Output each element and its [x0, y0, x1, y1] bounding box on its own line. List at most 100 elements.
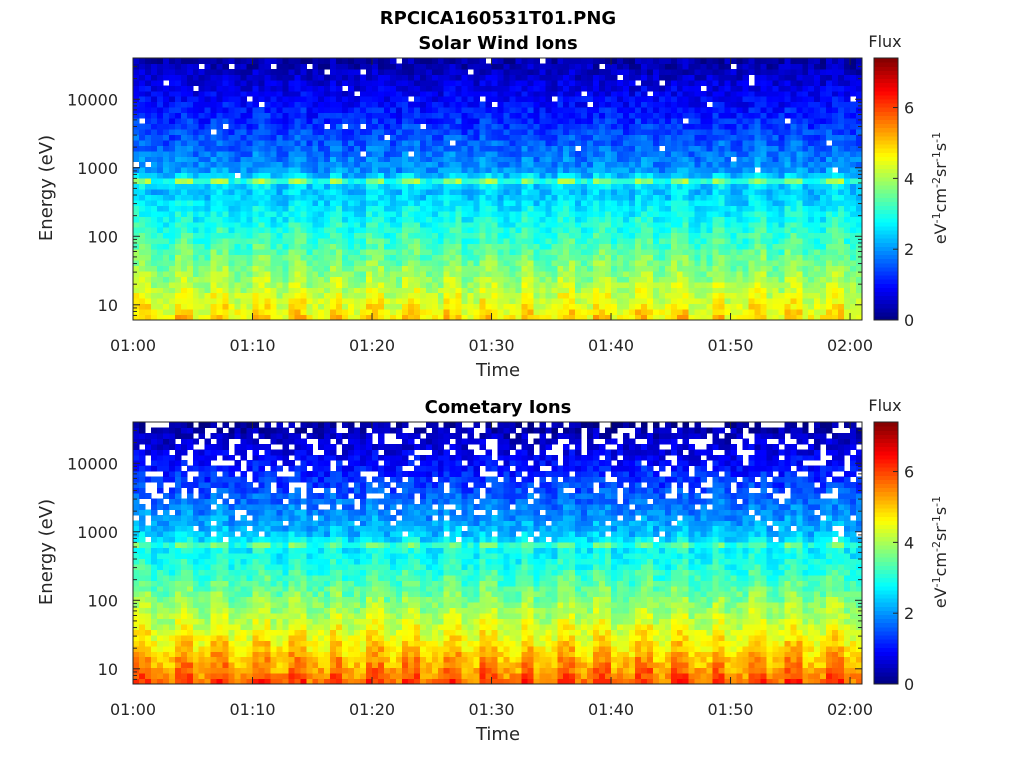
spectrogram-cell	[282, 259, 289, 266]
spectrogram-cell	[354, 276, 361, 283]
spectrogram-cell	[545, 107, 552, 114]
spectrogram-cell	[557, 85, 564, 92]
spectrogram-cell	[533, 101, 540, 108]
spectrogram-cell	[144, 112, 152, 119]
spectrogram-cell	[760, 303, 767, 310]
spectrogram-cell	[270, 74, 277, 81]
spectrogram-cell	[473, 270, 481, 277]
spectrogram-cell	[246, 227, 254, 234]
spectrogram-cell	[736, 276, 743, 283]
spectrogram-cell	[551, 194, 558, 201]
spectrogram-cell	[742, 96, 749, 103]
spectrogram-cell	[593, 259, 600, 266]
spectrogram-cell	[372, 167, 379, 174]
spectrogram-cell	[622, 227, 630, 234]
spectrogram-cell	[611, 107, 618, 114]
spectrogram-cell	[706, 172, 714, 179]
spectrogram-cell	[192, 96, 200, 103]
spectrogram-cell	[712, 183, 720, 190]
spectrogram-cell	[413, 58, 421, 64]
spectrogram-cell	[497, 199, 504, 206]
spectrogram-cell	[395, 156, 403, 163]
spectrogram-cell	[694, 281, 702, 288]
spectrogram-cell	[628, 101, 636, 108]
spectrogram-cell	[156, 68, 164, 75]
spectrogram-cell	[389, 172, 397, 179]
spectrogram-cell	[622, 74, 630, 81]
spectrogram-cell	[664, 74, 672, 81]
spectrogram-cell	[509, 249, 516, 255]
spectrogram-cell	[258, 276, 265, 283]
spectrogram-cell	[342, 156, 349, 163]
spectrogram-cell	[240, 123, 248, 130]
spectrogram-cell	[372, 156, 379, 163]
spectrogram-cell	[563, 249, 570, 255]
spectrogram-cell	[479, 309, 487, 316]
spectrogram-cell	[467, 156, 475, 163]
spectrogram-cell	[407, 292, 415, 299]
spectrogram-cell	[354, 194, 361, 201]
spectrogram-cell	[754, 161, 761, 168]
spectrogram-cell	[617, 128, 624, 135]
spectrogram-cell	[431, 227, 439, 234]
spectrogram-cell	[581, 150, 588, 157]
spectrogram-cell	[431, 79, 439, 86]
spectrogram-cell	[300, 303, 307, 310]
spectrogram-cell	[712, 118, 720, 124]
spectrogram-cell	[348, 259, 355, 266]
spectrogram-cell	[515, 63, 522, 70]
spectrogram-cell	[587, 134, 594, 141]
spectrogram-cell	[312, 63, 319, 70]
spectrogram-cell	[497, 249, 504, 255]
spectrogram-cell	[407, 216, 415, 223]
spectrogram-cell	[449, 156, 457, 163]
spectrogram-cell	[300, 265, 307, 272]
spectrogram-cell	[144, 221, 152, 228]
spectrogram-cell	[407, 287, 415, 294]
spectrogram-cell	[144, 259, 152, 266]
spectrogram-cell	[162, 194, 170, 201]
spectrogram-cell	[467, 210, 475, 217]
spectrogram-cell	[288, 183, 295, 190]
spectrogram-cell	[372, 189, 379, 195]
spectrogram-cell	[270, 292, 277, 299]
spectrogram-cell	[670, 287, 678, 294]
spectrogram-cell	[312, 227, 319, 234]
spectrogram-cell	[413, 249, 421, 255]
spectrogram-cell	[240, 161, 248, 168]
spectrogram-cell	[222, 161, 230, 168]
spectrogram-cell	[455, 298, 463, 305]
spectrogram-cell	[485, 96, 493, 103]
spectrogram-cell	[377, 167, 385, 174]
spectrogram-cell	[515, 221, 522, 228]
spectrogram-cell	[264, 292, 271, 299]
spectrogram-cell	[527, 216, 534, 223]
spectrogram-cell	[718, 254, 726, 261]
spectrogram-cell	[246, 249, 254, 255]
spectrogram-cell	[198, 276, 206, 283]
spectrogram-cell	[688, 58, 696, 64]
spectrogram-cell	[473, 161, 481, 168]
spectrogram-cell	[449, 270, 457, 277]
spectrogram-cell	[228, 107, 236, 114]
spectrogram-cell	[425, 118, 433, 124]
spectrogram-cell	[389, 265, 397, 272]
spectrogram-cell	[198, 123, 206, 130]
spectrogram-cell	[270, 270, 277, 277]
spectrogram-cell	[204, 189, 212, 195]
spectrogram-cell	[222, 145, 230, 152]
spectrogram-cell	[581, 161, 588, 168]
spectrogram-cell	[204, 243, 212, 250]
spectrogram-cell	[360, 309, 367, 316]
spectrogram-cell	[634, 259, 642, 266]
spectrogram-cell	[634, 68, 642, 75]
spectrogram-cell	[455, 287, 463, 294]
spectrogram-cell	[539, 112, 546, 119]
spectrogram-cell	[395, 107, 403, 114]
spectrogram-cell	[688, 189, 696, 195]
spectrogram-cell	[521, 194, 528, 201]
spectrogram-cell	[192, 107, 200, 114]
spectrogram-cell	[700, 96, 708, 103]
spectrogram-cell	[186, 118, 194, 124]
spectrogram-cell	[551, 292, 558, 299]
